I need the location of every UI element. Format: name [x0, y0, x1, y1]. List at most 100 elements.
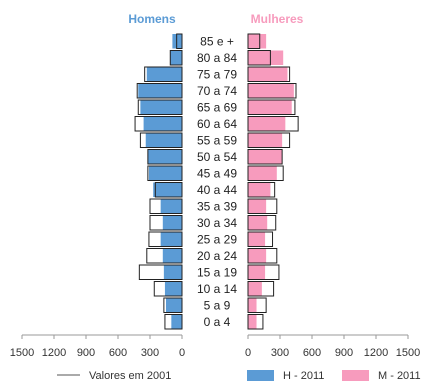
outline-right-5 — [247, 116, 299, 132]
outline-right-6 — [247, 132, 291, 148]
outline-left-5 — [134, 116, 183, 132]
outline-left-9 — [154, 182, 183, 198]
outline-left-0 — [176, 33, 183, 49]
outline-left-16 — [163, 297, 183, 313]
age-labels-group: 85 e + 80 a 84 75 a 79 70 a 74 65 a 69 60 a 6… — [197, 34, 237, 329]
bar-right-12 — [248, 232, 266, 247]
bar-right-5 — [248, 116, 286, 131]
outline-right-12 — [247, 231, 274, 247]
outline-left-1 — [169, 50, 183, 66]
bar-left-13 — [162, 248, 182, 263]
outline-left-6 — [139, 132, 183, 148]
tick-label-left-4: 300 — [141, 347, 159, 359]
outline-right-0 — [247, 33, 261, 49]
outline-left-3 — [136, 83, 183, 99]
bar-right-7 — [248, 149, 283, 164]
outline-right-9 — [247, 182, 276, 198]
tick-label-right-2: 600 — [303, 347, 321, 359]
outline-right-13 — [247, 248, 278, 264]
outline-left-15 — [153, 281, 183, 297]
outline-left-8 — [147, 165, 183, 181]
bar-left-8 — [148, 166, 182, 181]
bar-right-17 — [248, 314, 257, 329]
age-label-16: 5 a 9 — [204, 298, 231, 312]
age-label-14: 15 a 19 — [197, 265, 237, 279]
age-label-13: 20 a 24 — [197, 249, 237, 263]
tick-label-right-1: 300 — [271, 347, 289, 359]
panel-title-left: Homens — [128, 12, 176, 26]
outline-right-1 — [247, 50, 271, 66]
age-label-1: 80 a 84 — [197, 51, 237, 65]
tick-label-right-3: 900 — [335, 347, 353, 359]
bar-right-3 — [248, 83, 294, 98]
outline-left-12 — [148, 231, 183, 247]
outline-left-11 — [149, 215, 183, 231]
outline-right-2 — [247, 66, 291, 82]
outline-left-2 — [144, 66, 183, 82]
bar-left-17 — [171, 314, 182, 329]
age-label-15: 10 a 14 — [197, 282, 237, 296]
bar-left-14 — [163, 265, 182, 280]
age-label-2: 75 a 79 — [197, 67, 237, 81]
bar-left-12 — [160, 232, 182, 247]
bar-right-1 — [248, 50, 284, 65]
outline-right-3 — [247, 83, 297, 99]
bar-right-4 — [248, 100, 292, 115]
outline-right-10 — [247, 198, 278, 214]
bar-left-10 — [160, 199, 182, 214]
age-label-17: 0 a 4 — [204, 315, 231, 329]
bar-right-2 — [248, 67, 288, 82]
tick-label-left-5: 0 — [179, 347, 185, 359]
age-label-5: 60 a 64 — [197, 117, 237, 131]
ticks-left-group: 1500 1200 900 600 300 0 — [10, 335, 185, 359]
age-label-3: 70 a 74 — [197, 84, 237, 98]
bar-left-6 — [145, 133, 182, 148]
outline-right-11 — [247, 215, 277, 231]
tick-label-left-3: 600 — [109, 347, 127, 359]
bar-left-11 — [162, 215, 182, 230]
tick-label-right-4: 1200 — [364, 347, 388, 359]
bar-left-2 — [146, 67, 182, 82]
bar-left-9 — [153, 182, 182, 197]
bar-right-6 — [248, 133, 283, 148]
bar-left-15 — [164, 281, 182, 296]
bar-right-14 — [248, 265, 266, 280]
bar-right-8 — [248, 166, 277, 181]
outline-right-17 — [247, 314, 264, 330]
tick-label-left-1: 1200 — [42, 347, 66, 359]
legend-swatch-men — [247, 370, 274, 381]
outline-left-4 — [137, 99, 183, 115]
age-label-8: 45 a 49 — [197, 166, 237, 180]
outline-right-group — [247, 33, 299, 330]
age-label-4: 65 a 69 — [197, 100, 237, 114]
outline-right-4 — [247, 99, 296, 115]
outline-right-7 — [247, 149, 283, 165]
age-label-11: 30 a 34 — [197, 216, 237, 230]
bars-left-group — [138, 34, 182, 329]
bar-left-3 — [138, 83, 182, 98]
bar-left-7 — [147, 149, 182, 164]
outline-left-14 — [138, 264, 183, 280]
age-label-0: 85 e + — [200, 34, 234, 48]
outline-left-13 — [146, 248, 183, 264]
tick-label-right-0: 0 — [245, 347, 251, 359]
bar-right-11 — [248, 215, 268, 230]
bar-right-0 — [248, 34, 267, 49]
legend-swatch-women — [342, 370, 369, 381]
outline-right-8 — [247, 165, 284, 181]
bar-right-15 — [248, 281, 262, 296]
bar-left-4 — [140, 100, 182, 115]
legend-label-men: H - 2011 — [283, 370, 324, 382]
outline-left-group — [134, 33, 183, 330]
age-label-7: 50 a 54 — [197, 150, 237, 164]
outline-right-14 — [247, 264, 280, 280]
bars-right-group — [248, 34, 294, 329]
tick-label-left-2: 900 — [77, 347, 95, 359]
outline-left-7 — [147, 149, 183, 165]
age-label-9: 40 a 44 — [197, 183, 237, 197]
panel-title-right: Mulheres — [251, 12, 304, 26]
outline-right-16 — [247, 297, 267, 313]
tick-label-right-5: 1500 — [396, 347, 420, 359]
bar-left-5 — [143, 116, 182, 131]
ticks-right-group: 0 300 600 900 1200 1500 — [245, 335, 420, 359]
